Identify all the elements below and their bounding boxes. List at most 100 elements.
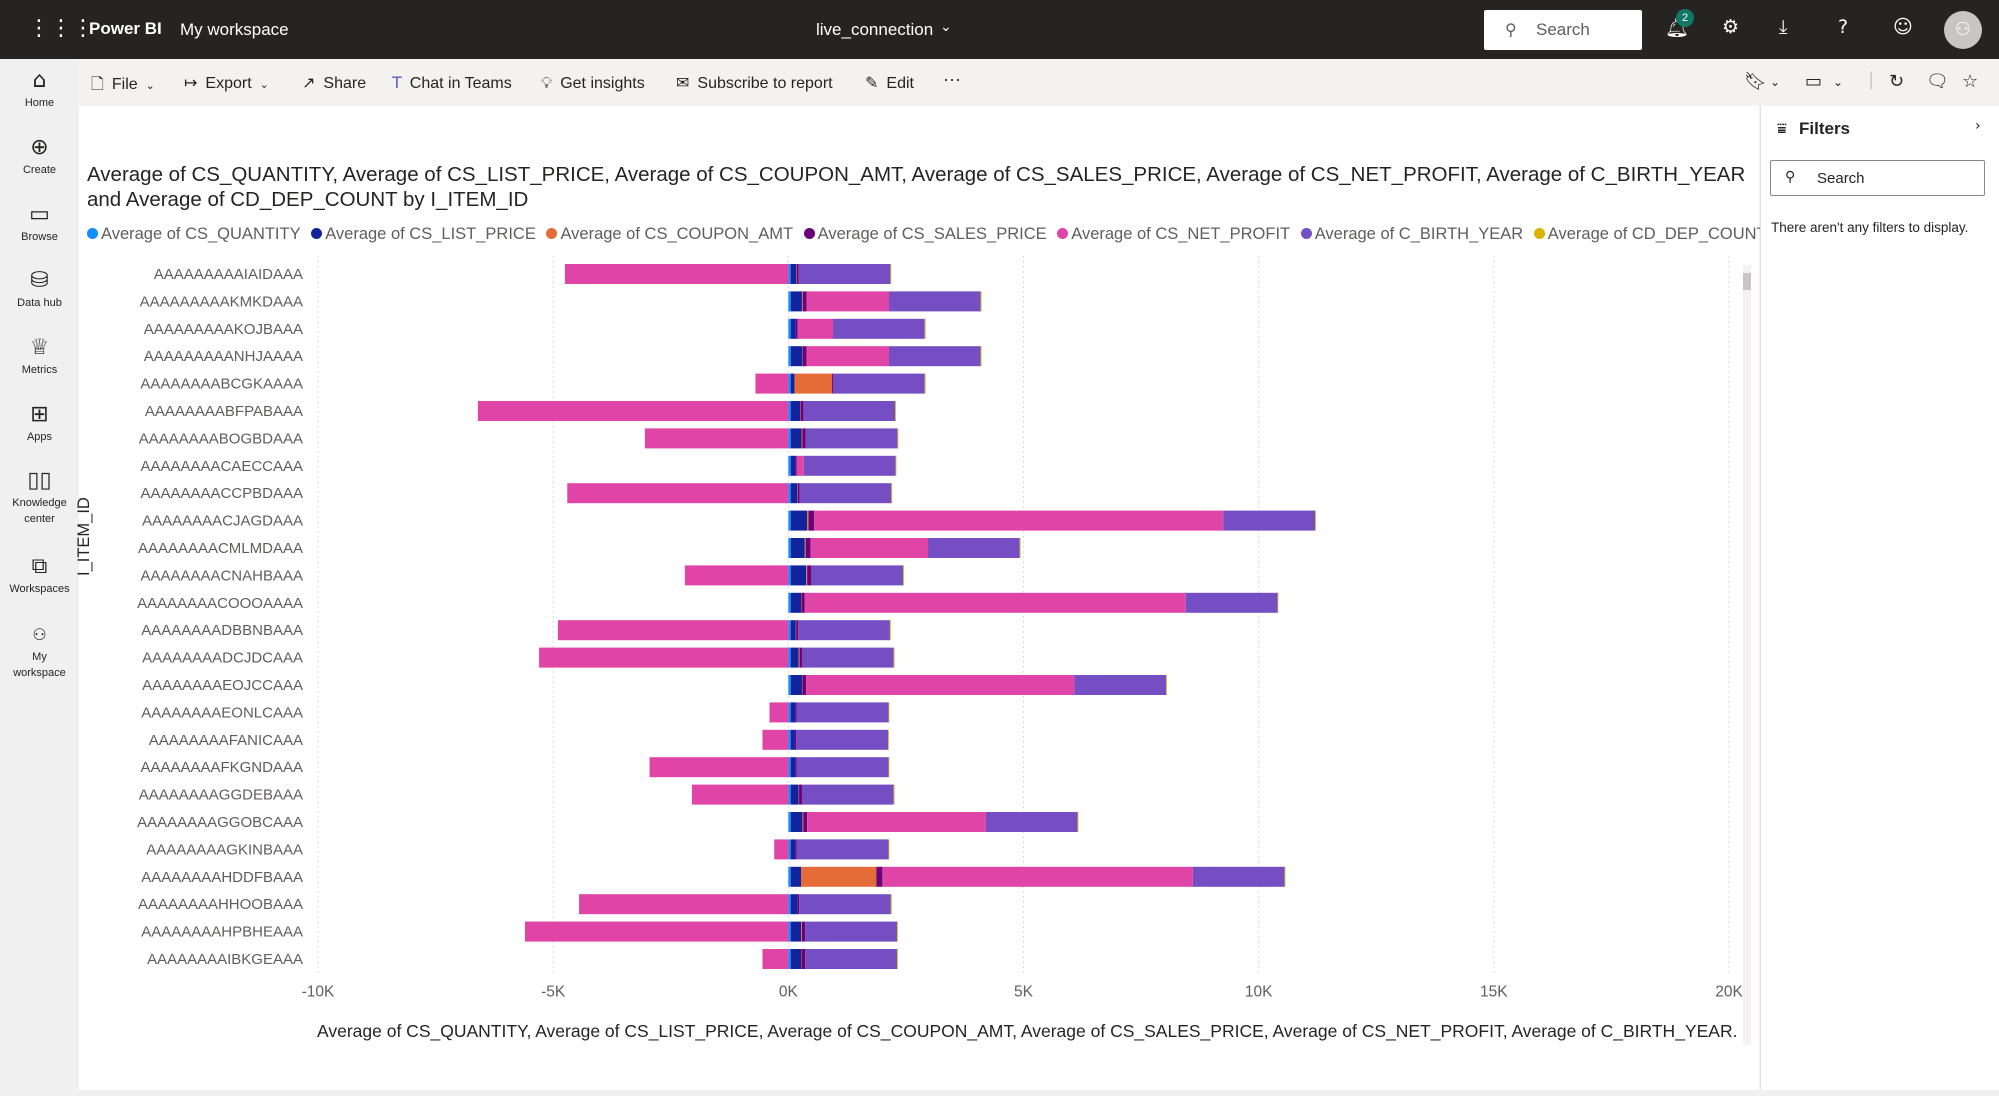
workspace-breadcrumb[interactable]: My workspace bbox=[180, 20, 289, 39]
scrollbar-thumb[interactable] bbox=[1743, 273, 1751, 290]
nav-knowledge-center[interactable]: ▯▯ Knowledge center bbox=[0, 467, 79, 527]
bar-segment[interactable] bbox=[788, 647, 791, 668]
report-name[interactable]: live_connection bbox=[816, 20, 934, 39]
bar-segment[interactable] bbox=[924, 318, 926, 339]
bar-segment[interactable] bbox=[888, 702, 890, 723]
bar-segment[interactable] bbox=[1223, 510, 1316, 531]
bar-segment[interactable] bbox=[802, 428, 806, 449]
bar-segment[interactable] bbox=[924, 373, 926, 394]
nav-my-workspace[interactable]: ⚇ My workspace bbox=[0, 621, 79, 681]
nav-home[interactable]: ⌂ Home bbox=[0, 67, 79, 111]
file-menu[interactable]: 🗋︎ File ⌄ bbox=[91, 73, 163, 100]
bar-segment[interactable] bbox=[806, 675, 1075, 695]
bar-segment[interactable] bbox=[788, 592, 791, 613]
bar-segment[interactable] bbox=[804, 592, 1186, 613]
bar-segment[interactable] bbox=[810, 538, 929, 558]
nav-metrics[interactable]: ♕ Metrics bbox=[0, 334, 79, 378]
get-insights-button[interactable]: 💡︎ Get insights bbox=[541, 73, 645, 93]
bar-segment[interactable] bbox=[797, 483, 800, 504]
bar-segment[interactable] bbox=[801, 675, 803, 695]
bar-segment[interactable] bbox=[790, 866, 802, 887]
bar-segment[interactable] bbox=[795, 757, 797, 778]
subscribe-button[interactable]: ✉ Subscribe to report bbox=[676, 73, 833, 93]
bar-segment[interactable] bbox=[1315, 510, 1316, 531]
bar-segment[interactable] bbox=[790, 620, 796, 641]
bar-segment[interactable] bbox=[801, 949, 802, 969]
bar-segment[interactable] bbox=[804, 538, 806, 558]
bar-segment[interactable] bbox=[808, 510, 815, 531]
bar-segment[interactable] bbox=[788, 784, 791, 805]
bar-segment[interactable] bbox=[795, 455, 797, 476]
global-search-input[interactable]: ⚲ Search bbox=[1484, 10, 1642, 50]
bar-segment[interactable] bbox=[801, 866, 877, 887]
bar-segment[interactable] bbox=[801, 291, 803, 312]
bar-segment[interactable] bbox=[980, 346, 982, 367]
bar-segment[interactable] bbox=[790, 729, 795, 750]
bar-segment[interactable] bbox=[805, 428, 898, 449]
bar-segment[interactable] bbox=[788, 318, 791, 339]
chat-in-teams-button[interactable]: T Chat in Teams bbox=[392, 73, 512, 93]
refresh-icon[interactable]: ↻ bbox=[1889, 71, 1905, 92]
legend-item[interactable]: Average of CS_QUANTITY bbox=[87, 225, 301, 244]
star-icon[interactable]: ☆ bbox=[1962, 71, 1979, 92]
bar-segment[interactable] bbox=[903, 565, 904, 586]
bar-segment[interactable] bbox=[788, 264, 791, 284]
bar-segment[interactable] bbox=[788, 291, 791, 312]
bar-segment[interactable] bbox=[796, 264, 798, 284]
vertical-scrollbar[interactable] bbox=[1743, 265, 1751, 1045]
bar-segment[interactable] bbox=[790, 264, 797, 284]
bar-segment[interactable] bbox=[882, 866, 1193, 887]
legend-item[interactable]: Average of CS_SALES_PRICE bbox=[803, 225, 1047, 244]
bar-segment[interactable] bbox=[790, 812, 803, 832]
bar-segment[interactable] bbox=[790, 401, 801, 421]
legend-item[interactable]: Average of CS_COUPON_AMT bbox=[546, 225, 793, 244]
bar-segment[interactable] bbox=[803, 812, 808, 832]
bar-segment[interactable] bbox=[802, 346, 804, 367]
bar-segment[interactable] bbox=[800, 401, 804, 421]
bar-segment[interactable] bbox=[567, 483, 789, 504]
bar-segment[interactable] bbox=[788, 565, 791, 586]
gear-icon[interactable]: ⚙ bbox=[1722, 16, 1740, 38]
bar-segment[interactable] bbox=[876, 866, 883, 887]
comment-icon[interactable]: 🗨︎ bbox=[1926, 71, 1949, 92]
share-button[interactable]: ↗ Share bbox=[302, 73, 366, 93]
bar-segment[interactable] bbox=[798, 264, 891, 284]
bar-segment[interactable] bbox=[889, 620, 891, 641]
bar-segment[interactable] bbox=[579, 894, 789, 915]
feedback-smiley-icon[interactable]: ☺ bbox=[1893, 16, 1913, 38]
bar-segment[interactable] bbox=[799, 483, 892, 504]
bar-segment[interactable] bbox=[557, 620, 789, 641]
bar-segment[interactable] bbox=[790, 455, 796, 476]
bar-segment[interactable] bbox=[788, 866, 791, 887]
bar-segment[interactable] bbox=[1284, 866, 1286, 887]
bar-segment[interactable] bbox=[790, 757, 796, 778]
bar-segment[interactable] bbox=[799, 894, 891, 915]
bar-segment[interactable] bbox=[790, 483, 798, 504]
bar-segment[interactable] bbox=[803, 401, 896, 421]
bar-segment[interactable] bbox=[814, 510, 1224, 531]
bar-segment[interactable] bbox=[893, 784, 895, 805]
bar-segment[interactable] bbox=[790, 647, 799, 668]
bar-segment[interactable] bbox=[539, 647, 789, 668]
bar-segment[interactable] bbox=[833, 373, 925, 394]
bar-segment[interactable] bbox=[796, 264, 799, 284]
bar-segment[interactable] bbox=[801, 647, 894, 668]
bar-segment[interactable] bbox=[649, 757, 789, 778]
avatar[interactable]: ⚇ bbox=[1944, 11, 1982, 49]
bar-segment[interactable] bbox=[798, 647, 800, 668]
bar-segment[interactable] bbox=[801, 428, 803, 449]
bar-segment[interactable] bbox=[788, 839, 791, 860]
bar-segment[interactable] bbox=[797, 894, 800, 915]
bar-segment[interactable] bbox=[788, 894, 791, 915]
bar-segment[interactable] bbox=[796, 729, 889, 750]
bar-segment[interactable] bbox=[788, 812, 791, 832]
chevron-down-icon[interactable]: ⌄ bbox=[1770, 75, 1781, 89]
bar-segment[interactable] bbox=[893, 647, 895, 668]
bar-segment[interactable] bbox=[802, 812, 804, 832]
bar-segment[interactable] bbox=[832, 373, 834, 394]
bar-segment[interactable] bbox=[788, 510, 791, 531]
bar-segment[interactable] bbox=[788, 538, 791, 558]
bar-segment[interactable] bbox=[794, 373, 833, 394]
bar-segment[interactable] bbox=[1166, 675, 1167, 695]
bar-segment[interactable] bbox=[796, 455, 804, 476]
